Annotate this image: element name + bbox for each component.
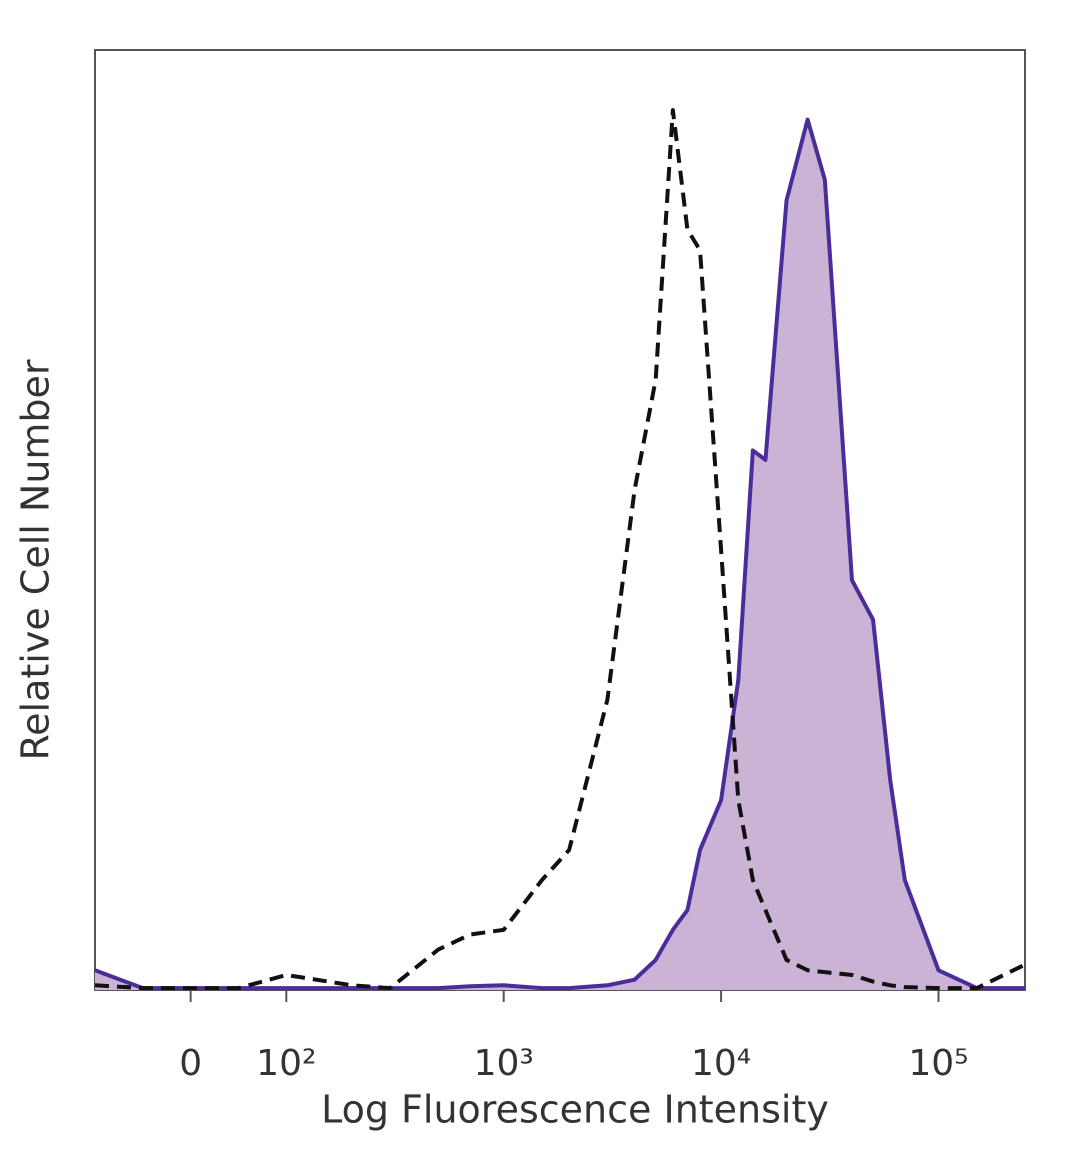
x-axis-label: Log Fluorescence Intensity: [321, 1088, 829, 1132]
y-axis-label: Relative Cell Number: [14, 359, 58, 760]
histogram-line: [94, 117, 1025, 991]
x-tick-label: 10³: [474, 1043, 534, 1084]
histogram-line: [94, 108, 1026, 991]
histogram-area: [95, 119, 1025, 990]
x-tick-label: 0: [179, 1043, 202, 1084]
x-tick-label: 10²: [256, 1043, 316, 1084]
x-tick-label: 10⁴: [691, 1043, 751, 1084]
x-tick-label: 10⁵: [908, 1043, 968, 1084]
